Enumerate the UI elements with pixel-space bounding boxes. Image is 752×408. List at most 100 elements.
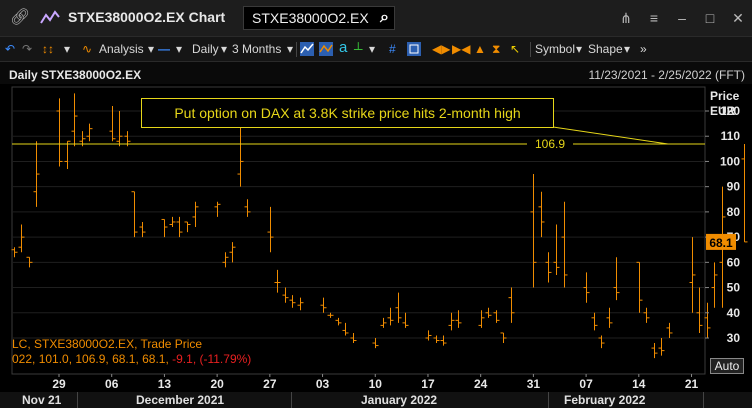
bar-style-dropdown-icon[interactable]: ▾ [64, 42, 71, 56]
ohlc-bar [327, 312, 334, 318]
y-axis: 3040506070809010011012068.1 [705, 104, 740, 345]
auto-scale-button[interactable]: Auto [710, 358, 744, 374]
y-tick-label: 60 [727, 255, 741, 269]
ohlc-bar [508, 287, 515, 323]
zoom-in-icon[interactable]: ▶◀ [452, 42, 471, 56]
select-icon[interactable]: ↖ [510, 42, 521, 56]
ohlc-bar [274, 269, 281, 293]
x-tick-label: 24 [474, 377, 488, 391]
search-icon[interactable]: ⌕ [380, 9, 389, 26]
y-tick-label: 110 [721, 129, 741, 143]
ohlc-bar [380, 317, 387, 328]
price-chart[interactable]: 106.9 3040506070809010011012068.1 290613… [0, 84, 752, 392]
chart-annotation[interactable]: Put option on DAX at 3.8K strike price h… [141, 98, 554, 128]
ohlc-bar [161, 218, 168, 238]
ohlc-bar [478, 310, 485, 328]
zoom-vertical-icon[interactable]: ▲ [474, 42, 486, 56]
undo-icon[interactable]: ↶ [5, 42, 16, 56]
plot-frame [11, 86, 706, 375]
analysis-menu[interactable]: Analysis [99, 42, 144, 56]
x-tick-label: 21 [685, 377, 699, 391]
line-dropdown-icon[interactable]: ▾ [176, 42, 183, 56]
hourglass-icon[interactable]: ⧗ [492, 42, 501, 56]
ohlc-bar [598, 335, 605, 349]
annotation-connector [552, 126, 669, 145]
ohlc-bar [176, 216, 183, 238]
x-tick-label: 17 [421, 377, 435, 391]
y-tick-label: 100 [720, 154, 740, 168]
title-bar: 🔗︎ STXE38000O2.EX Chart STXE38000O2.EX ⌕… [0, 0, 752, 36]
x-tick-label: 31 [527, 377, 541, 391]
ohlc-bar [116, 111, 123, 147]
month-label: February 2022 [564, 393, 646, 407]
crosshair-icon[interactable]: ┴ [354, 42, 363, 56]
shape-dropdown-icon[interactable]: ▾ [624, 42, 631, 56]
interval-dropdown-icon[interactable]: ▾ [221, 42, 228, 56]
window-controls: ⋔ ≡ – □ ✕ [612, 0, 752, 36]
legend-series: LC, STXE38000O2.EX, Trade Price [12, 337, 203, 351]
ohlc-bar [169, 216, 176, 228]
minimize-icon[interactable]: – [678, 10, 686, 26]
x-tick-label: 13 [158, 377, 172, 391]
more-tools-icon[interactable]: » [640, 42, 647, 56]
crosshair-dropdown-icon[interactable]: ▾ [369, 42, 376, 56]
ohlc-bar [561, 201, 568, 288]
ohlc-bar [26, 256, 33, 268]
ohlc-bar [11, 247, 18, 258]
ohlc-bar [636, 261, 643, 313]
range-menu[interactable]: 3 Months [232, 42, 282, 56]
ohlc-bar [711, 262, 718, 308]
ohlc-bar [704, 302, 711, 338]
ohlc-bar [33, 141, 40, 207]
window-title: STXE38000O2.EX Chart [68, 9, 226, 25]
ric-input[interactable]: STXE38000O2.EX [252, 10, 369, 26]
month-label: December 2021 [136, 393, 225, 407]
ohlc-bar [86, 123, 93, 142]
close-icon[interactable]: ✕ [732, 9, 744, 26]
ohlc-bar [71, 93, 78, 147]
shape-menu[interactable]: Shape [588, 42, 623, 56]
table-icon[interactable] [407, 42, 421, 59]
scroll-icon[interactable]: ◀▶ [432, 42, 451, 56]
analysis-dropdown-icon[interactable]: ▾ [148, 42, 155, 56]
interval-menu[interactable]: Daily [192, 42, 219, 56]
hierarchy-icon[interactable]: ⋔ [620, 9, 632, 26]
chart-label: Daily STXE38000O2.EX [9, 68, 142, 82]
maximize-icon[interactable]: □ [705, 10, 715, 26]
ohlc-bar [109, 105, 116, 142]
ohlc-bar [402, 312, 409, 328]
menu-icon[interactable]: ≡ [649, 10, 659, 26]
ohlc-bar [282, 287, 289, 303]
x-tick-label: 06 [105, 377, 119, 391]
ohlc-bar [297, 297, 304, 311]
link-icon[interactable]: 🔗︎ [10, 9, 31, 26]
ric-search-box[interactable]: STXE38000O2.EX ⌕ [243, 6, 395, 30]
ohlc-bar [18, 224, 25, 253]
symbol-dropdown-icon[interactable]: ▾ [576, 42, 583, 56]
bar-style-icon[interactable]: ↕↕ [42, 42, 54, 56]
ohlc-bar [184, 221, 191, 233]
text-annotation-icon[interactable]: a [339, 39, 348, 56]
ohlc-bar [696, 287, 703, 333]
month-label: Nov 21 [22, 393, 62, 407]
line-tool-icon[interactable]: — [158, 42, 170, 56]
compare-icon[interactable] [319, 42, 333, 59]
ohlc-bar [493, 310, 500, 323]
range-dropdown-icon[interactable]: ▾ [287, 42, 294, 56]
month-label: January 2022 [361, 393, 438, 407]
y-tick-label: 50 [727, 281, 741, 295]
x-tick-label: 29 [52, 377, 66, 391]
ohlc-bar [591, 312, 598, 331]
y-tick-label: 30 [727, 331, 741, 345]
analysis-icon[interactable]: ∿ [82, 42, 93, 56]
chart-type-icon[interactable] [300, 42, 314, 59]
redo-icon[interactable]: ↷ [22, 42, 33, 56]
symbol-menu[interactable]: Symbol [535, 42, 576, 56]
ohlc-bar [395, 292, 402, 323]
x-tick-label: 20 [210, 377, 224, 391]
y-tick-label: 90 [727, 180, 741, 194]
ohlc-bar [56, 98, 63, 167]
ohlc-bar [455, 310, 462, 328]
grid-icon[interactable]: # [389, 42, 396, 56]
y-tick-label: 80 [727, 205, 741, 219]
